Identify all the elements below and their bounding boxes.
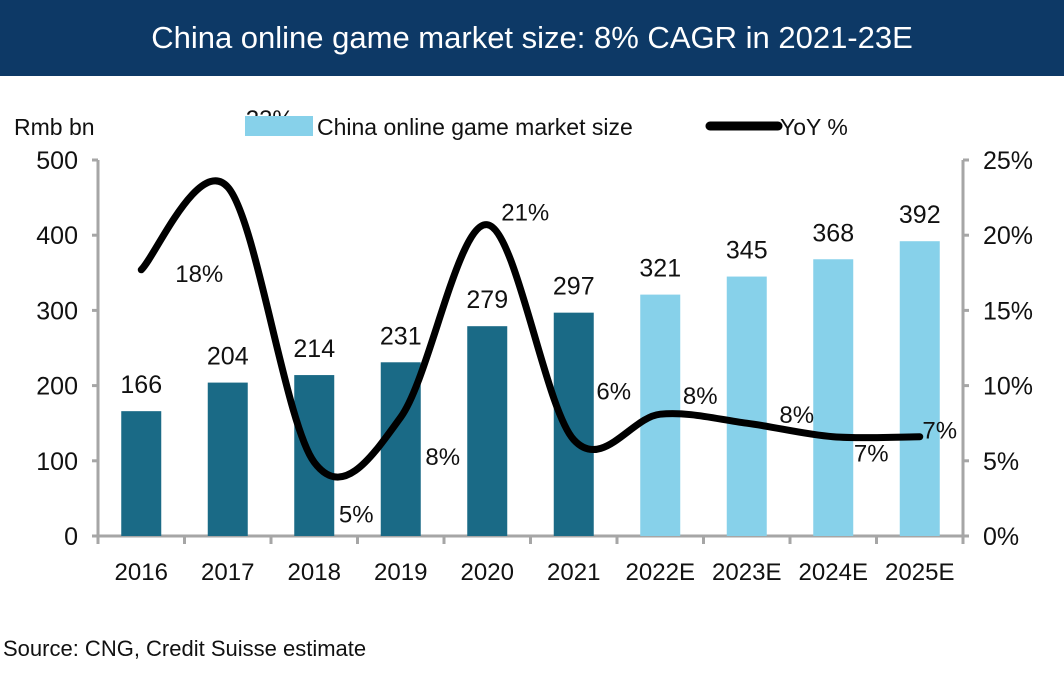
y-tick-label: 300 <box>36 297 78 325</box>
bar <box>207 382 248 536</box>
bar-label: 321 <box>639 255 681 283</box>
yoy-line <box>137 177 924 481</box>
bar-label: 214 <box>293 335 335 363</box>
bar <box>467 326 508 536</box>
bar <box>899 241 940 536</box>
line-label: 21% <box>501 200 549 227</box>
source-note: Source: CNG, Credit Suisse estimate <box>3 636 367 661</box>
line-label: 18% <box>175 261 223 288</box>
y-tick-label: 0 <box>64 523 78 551</box>
x-tick-label: 2024E <box>799 559 868 586</box>
x-tick-label: 2023E <box>712 559 781 586</box>
bar-label: 368 <box>812 219 854 247</box>
x-tick-label: 2019 <box>374 559 427 586</box>
chart-title: China online game market size: 8% CAGR i… <box>0 0 1064 76</box>
y2-tick-label: 25% <box>983 147 1033 175</box>
bar-label: 392 <box>899 201 941 229</box>
y-tick-label: 200 <box>36 373 78 401</box>
bar <box>726 276 767 536</box>
chart: 0 100 200 300 400 500 0% 5% 10% 15% 20% 25% 2016 2017… <box>14 106 1033 586</box>
line-label: 5% <box>339 501 374 528</box>
x-tick-label: 2017 <box>201 559 254 586</box>
x-tick-label: 2020 <box>461 559 514 586</box>
y2-tick-label: 20% <box>983 222 1033 250</box>
bar <box>121 411 162 536</box>
line-label: 8% <box>425 444 460 471</box>
y2-tick-label: 15% <box>983 297 1033 325</box>
y-tick-label: 500 <box>36 147 78 175</box>
legend-bar-label: China online game market size <box>317 114 633 140</box>
line-label: 6% <box>596 379 631 406</box>
line-label: 7% <box>854 441 889 468</box>
x-tick-label: 2016 <box>115 559 168 586</box>
y2-tick-label: 10% <box>983 373 1033 401</box>
line-label: 8% <box>683 383 718 410</box>
x-tick-label: 2021 <box>547 559 600 586</box>
bar-label: 231 <box>380 322 422 350</box>
line-label: 8% <box>779 402 814 429</box>
legend-line-label: YoY % <box>780 114 848 140</box>
y2-tick-label: 0% <box>983 523 1019 551</box>
bar <box>813 259 854 536</box>
legend-bar-swatch <box>245 116 313 136</box>
bar-label: 279 <box>466 286 508 314</box>
bar-label: 297 <box>553 273 595 301</box>
x-tick-label: 2022E <box>626 559 695 586</box>
y-tick-label: 400 <box>36 222 78 250</box>
y-axis-label: Rmb bn <box>14 114 95 140</box>
x-tick-label: 2025E <box>885 559 954 586</box>
x-tick-label: 2018 <box>288 559 341 586</box>
bar-label: 166 <box>120 371 162 399</box>
y2-tick-label: 5% <box>983 448 1019 476</box>
bar <box>294 375 335 536</box>
line-label: 7% <box>922 418 957 445</box>
bar-label: 204 <box>207 343 249 371</box>
bar-label: 345 <box>726 237 768 265</box>
bar <box>553 312 594 536</box>
y-tick-label: 100 <box>36 448 78 476</box>
